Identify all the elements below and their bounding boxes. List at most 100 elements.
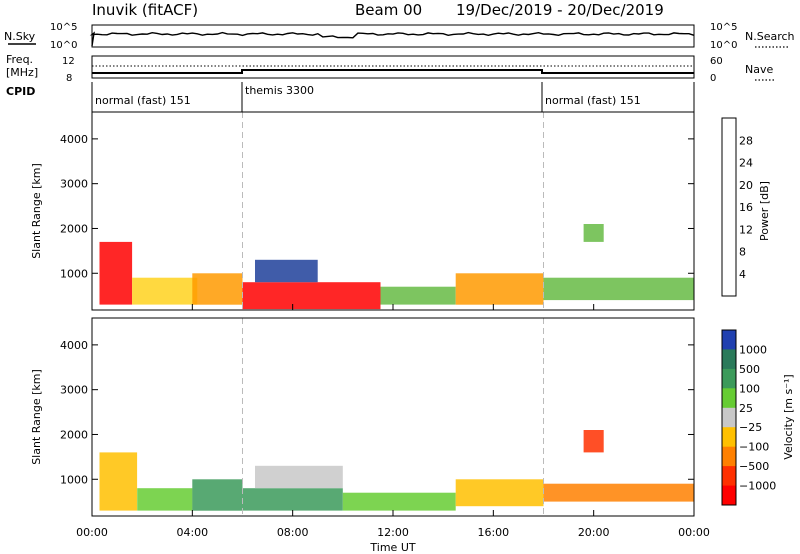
velocity-colorbar-swatch-1 [722,349,736,370]
power-region-8 [583,224,604,242]
power-region-5 [380,286,456,305]
time-tick-label-3: 12:00 [377,526,409,539]
nave-tick-top: 60 [710,56,723,67]
time-tick-label-2: 08:00 [277,526,309,539]
time-tick-label-1: 04:00 [176,526,208,539]
nsearch-tick-bottom: 10^0 [710,40,737,51]
nsky-tick-top: 10^5 [50,22,77,33]
power-region-0 [99,241,133,305]
power-panel: Slant Range [km] 1000 2000 3000 4000 [30,111,695,311]
power-region-7 [543,277,694,301]
velocity-region-2 [192,479,243,511]
velocity-ytick-label-0: 1000 [60,473,88,486]
power-ytick-label-1: 2000 [60,222,88,235]
velocity-colorbar-tick-4: −25 [739,421,762,434]
cpid-mode-3: normal (fast) 151 [545,94,641,107]
power-ytick-label-3: 4000 [60,133,88,146]
cpid-mode-2: themis 3300 [245,84,314,97]
velocity-region-7 [543,483,694,502]
velocity-colorbar-swatch-6 [722,446,736,467]
velocity-colorbar-tick-1: 500 [739,363,760,376]
cpid-mode-1: normal (fast) 151 [95,94,191,107]
velocity-colorbar-tick-5: −100 [739,441,769,454]
velocity-region-8 [583,430,604,453]
freq-tick-bottom: 8 [66,73,72,84]
velocity-colorbar-swatch-5 [722,427,736,448]
freq-unit-label: [MHz] [6,66,38,79]
power-colorbar-label: Power [dB] [758,181,771,241]
power-colorbar-tick-6: 4 [739,268,746,281]
power-colorbar-tick-2: 20 [739,179,753,192]
velocity-colorbar-tick-2: 100 [739,382,760,395]
power-colorbar-frame [721,117,737,297]
nsky-tick-bottom: 10^0 [50,40,77,51]
power-colorbar-tick-3: 16 [739,201,753,214]
cpid-label: CPID [6,85,35,98]
cpid-panel: CPID normal (fast) 151 themis 3300 norma… [6,82,695,112]
velocity-region-0 [99,452,138,511]
power-region-3 [242,282,381,310]
station-title: Inuvik (fitACF) [92,1,198,19]
power-colorbar-tick-1: 24 [739,157,753,170]
velocity-colorbar-tick-7: −1000 [739,480,776,493]
power-region-6 [455,273,544,305]
freq-tick-top: 12 [62,56,75,67]
power-region-4 [255,259,318,283]
velocity-colorbar-swatch-3 [722,388,736,409]
nave-tick-bottom: 0 [710,73,716,84]
velocity-colorbar-swatch-0 [722,330,736,350]
nsearch-label: N.Search [745,30,795,43]
time-tick-label-0: 00:00 [76,526,108,539]
nave-label: Nave [745,63,773,76]
power-ylabel: Slant Range [km] [30,163,43,259]
velocity-region-1 [137,488,193,511]
velocity-colorbar-swatch-4 [722,407,736,428]
velocity-ytick-label-2: 3000 [60,384,88,397]
velocity-colorbar-tick-3: 25 [739,402,753,415]
freq-label: Freq. [6,53,33,66]
velocity-colorbar-swatch-8 [722,485,736,506]
velocity-region-5 [342,492,456,511]
velocity-ytick-label-3: 4000 [60,339,88,352]
velocity-panel: Slant Range [km] 1000 2000 3000 4000 [30,317,695,517]
velocity-ytick-label-1: 2000 [60,428,88,441]
time-axis-label: Time UT [369,541,415,554]
nsky-panel: N.Sky 10^5 10^0 10^5 10^0 N.Search [4,22,795,51]
freq-panel: Freq. [MHz] 12 8 60 0 Nave [6,53,776,84]
velocity-colorbar-swatch-7 [722,466,736,486]
velocity-colorbar-tick-0: 1000 [739,343,767,356]
power-region-2 [192,273,243,305]
power-colorbar: 28 24 20 16 12 8 4 [721,117,753,297]
time-tick-label-5: 20:00 [578,526,610,539]
velocity-colorbar-swatch-2 [722,368,736,389]
velocity-region-3 [242,488,343,511]
power-region-1 [132,277,198,305]
power-colorbar-tick-0: 28 [739,134,753,147]
velocity-y-ticks: 1000 2000 3000 4000 [60,339,694,486]
velocity-colorbar: 1000 500 100 25 −25 −100 −500 −1000 [721,329,776,506]
freq-frame [91,55,695,79]
beam-label: Beam 00 [355,1,422,19]
date-range: 19/Dec/2019 - 20/Dec/2019 [456,1,664,19]
power-colorbar-tick-5: 8 [739,246,746,259]
velocity-colorbar-frame [721,329,737,506]
power-data-marks [99,112,694,310]
time-axis: 00:00 04:00 08:00 12:00 16:00 20:00 00:00 [76,304,710,539]
nsearch-tick-top: 10^5 [710,22,737,33]
power-y-ticks: 1000 2000 3000 4000 [60,133,694,280]
nsky-label: N.Sky [4,30,36,43]
velocity-data-marks [99,318,694,516]
time-tick-label-6: 00:00 [678,526,710,539]
velocity-region-4 [255,465,343,489]
nsky-trace [89,31,695,47]
time-tick-label-4: 16:00 [477,526,509,539]
freq-trace [92,69,694,74]
power-ytick-label-2: 3000 [60,178,88,191]
velocity-ylabel: Slant Range [km] [30,369,43,465]
velocity-region-6 [455,479,544,507]
velocity-colorbar-tick-6: −500 [739,460,769,473]
power-colorbar-tick-4: 12 [739,223,753,236]
velocity-colorbar-label: Velocity [m s⁻¹] [782,374,795,459]
nsky-frame [91,24,695,48]
